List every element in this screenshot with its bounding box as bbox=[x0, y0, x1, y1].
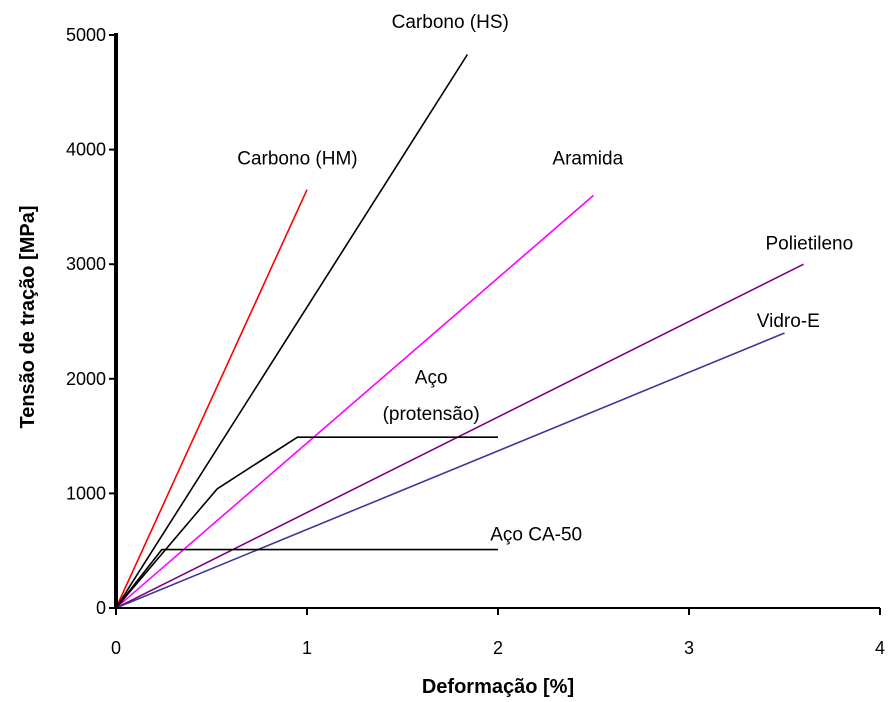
x-tick-label: 3 bbox=[684, 638, 694, 658]
y-tick-label: 3000 bbox=[66, 254, 106, 274]
series-label-aco: Aço bbox=[415, 367, 448, 388]
series-line-aco-protensao bbox=[115, 436, 498, 609]
series-label-aramida: Aramida bbox=[552, 148, 623, 169]
series-label-vidro-e: Vidro-E bbox=[757, 311, 820, 332]
series-label-polietileno: Polietileno bbox=[765, 233, 853, 254]
series-labels: Carbono (HM) Carbono (HS) Aramida Polietile… bbox=[237, 12, 853, 545]
y-axis-title: Tensão de tração [MPa] bbox=[17, 205, 39, 428]
series-label-protensao: (protensão) bbox=[383, 404, 480, 425]
series-line-carbono-hs bbox=[115, 54, 469, 609]
x-tick-label: 2 bbox=[493, 638, 503, 658]
y-tick-label: 5000 bbox=[66, 25, 106, 45]
series-line-carbono-hm bbox=[115, 189, 308, 609]
y-tick-label: 4000 bbox=[66, 140, 106, 160]
series-label-carbono-hs: Carbono (HS) bbox=[392, 12, 509, 33]
series-line-aramida bbox=[115, 194, 595, 609]
series-line-polietileno bbox=[115, 263, 804, 609]
x-axis-title: Deformação [%] bbox=[422, 676, 574, 698]
series-line-vidro-e bbox=[115, 332, 785, 609]
series-layer bbox=[115, 54, 804, 609]
x-tick-label: 0 bbox=[111, 638, 121, 658]
series-line-aco-ca-50 bbox=[115, 548, 498, 609]
x-ticks: 0 1 2 3 4 bbox=[111, 608, 885, 658]
y-tick-label: 1000 bbox=[66, 483, 106, 503]
x-tick-label: 1 bbox=[302, 638, 312, 658]
series-label-carbono-hm: Carbono (HM) bbox=[237, 148, 357, 169]
y-tick-label: 2000 bbox=[66, 369, 106, 389]
x-tick-label: 4 bbox=[875, 638, 885, 658]
y-ticks: 0 1000 2000 3000 4000 5000 bbox=[66, 25, 116, 618]
series-label-aco-ca-50: Aço CA-50 bbox=[490, 524, 582, 545]
y-tick-label: 0 bbox=[96, 598, 106, 618]
